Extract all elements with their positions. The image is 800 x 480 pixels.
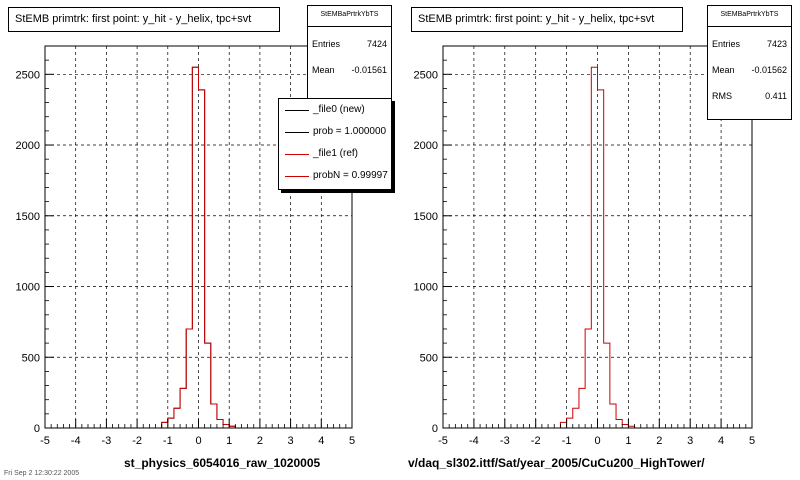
stats-left-entries-value: 7424 xyxy=(366,39,387,49)
plot-left-title: StEMB primtrk: first point: y_hit - y_he… xyxy=(8,7,280,32)
stats-right-rms-row: RMS 0.411 xyxy=(708,91,791,101)
x-tick-label: 1 xyxy=(226,435,232,447)
stats-left-mean-value: -0.01561 xyxy=(351,65,387,75)
legend-entry-file0: _file0 (new) xyxy=(279,99,391,121)
plot-right-title-text: StEMB primtrk: first point: y_hit - y_he… xyxy=(418,13,655,25)
y-tick-label: 1000 xyxy=(16,282,40,294)
x-tick-label: 2 xyxy=(257,435,263,447)
y-tick-label: 1500 xyxy=(16,211,40,223)
y-tick-label: 2500 xyxy=(414,69,438,81)
histogram-series-1 xyxy=(45,66,352,429)
plot-right-xlabel: v/daq_sl302.ittf/Sat/year_2005/CuCu200_H… xyxy=(408,456,705,470)
x-tick-label: -2 xyxy=(132,435,142,447)
histogram-series-0 xyxy=(443,66,752,429)
plot-left: -5 -4 -3 -2 -1 0 1 2 3 4 5 0 500 1000 1500 2000 2500 xyxy=(16,45,355,447)
plot-right: -5 -4 -3 -2 -1 0 1 2 3 4 5 0 500 1000 1500 2000 2500 xyxy=(414,45,755,447)
y-tick-label: 2000 xyxy=(414,140,438,152)
legend-entry-file1: _file1 (ref) xyxy=(279,143,391,165)
x-tick-label: -1 xyxy=(562,435,572,447)
legend-label-file0: _file0 (new) xyxy=(313,104,365,115)
y-tick-label: 500 xyxy=(420,352,438,364)
x-tick-label: -3 xyxy=(102,435,112,447)
x-tick-label: 0 xyxy=(195,435,201,447)
legend-entry-prob: prob = 1.000000 xyxy=(279,121,391,143)
legend-left: _file0 (new) prob = 1.000000 _file1 (ref… xyxy=(278,98,392,190)
stats-left-entries-label: Entries xyxy=(312,39,341,49)
stats-left-mean-label: Mean xyxy=(312,65,335,75)
x-tick-label: 4 xyxy=(718,435,724,447)
y-tick-label: 2000 xyxy=(16,140,40,152)
legend-label-prob: prob = 1.000000 xyxy=(313,126,387,137)
y-tick-label: 2500 xyxy=(16,69,40,81)
x-tick-label: -2 xyxy=(531,435,541,447)
x-tick-label: 1 xyxy=(625,435,631,447)
stats-left-title: StEMBaPrtrkYbTS xyxy=(308,6,391,27)
x-tick-label: -5 xyxy=(438,435,448,447)
plot-left-xlabel: st_physics_6054016_raw_1020005 xyxy=(124,456,321,470)
x-tick-label: -4 xyxy=(71,435,81,447)
timestamp-footer: Fri Sep 2 12:30:22 2005 xyxy=(4,470,80,477)
stats-right-rms-label: RMS xyxy=(712,91,732,101)
stats-right-mean-label: Mean xyxy=(712,65,735,75)
legend-label-probn: probN = 0.99997 xyxy=(313,170,388,181)
x-tick-label: 5 xyxy=(749,435,755,447)
stats-right-mean-row: Mean -0.01562 xyxy=(708,65,791,75)
legend-label-file1: _file1 (ref) xyxy=(313,148,359,159)
stats-right-mean-value: -0.01562 xyxy=(751,65,787,75)
stats-right-title: StEMBaPrtrkYbTS xyxy=(708,6,791,27)
legend-swatch-prob xyxy=(285,132,309,133)
legend-swatch-file1 xyxy=(285,154,309,155)
stats-right-entries-label: Entries xyxy=(712,39,741,49)
stats-box-right: StEMBaPrtrkYbTS Entries 7423 Mean -0.015… xyxy=(707,5,792,120)
x-tick-label: 3 xyxy=(687,435,693,447)
y-tick-label: 500 xyxy=(22,352,40,364)
x-tick-label: 0 xyxy=(594,435,600,447)
stats-right-entries-value: 7423 xyxy=(766,39,787,49)
y-tick-label: 0 xyxy=(34,423,40,435)
legend-entry-probn: probN = 0.99997 xyxy=(279,165,391,187)
x-tick-label: -1 xyxy=(163,435,173,447)
x-tick-label: 4 xyxy=(318,435,324,447)
stats-left-mean-row: Mean -0.01561 xyxy=(308,65,391,75)
x-tick-label: 2 xyxy=(656,435,662,447)
stats-right-rms-value: 0.411 xyxy=(765,91,787,101)
x-tick-label: 3 xyxy=(288,435,294,447)
x-tick-label: -3 xyxy=(500,435,510,447)
y-tick-label: 0 xyxy=(432,423,438,435)
stats-box-left: StEMBaPrtrkYbTS Entries 7424 Mean -0.015… xyxy=(307,5,392,100)
plot-left-title-text: StEMB primtrk: first point: y_hit - y_he… xyxy=(15,13,252,25)
y-tick-label: 1500 xyxy=(414,211,438,223)
legend-swatch-probn xyxy=(285,176,309,177)
stats-left-entries-row: Entries 7424 xyxy=(308,39,391,49)
plot-right-title: StEMB primtrk: first point: y_hit - y_he… xyxy=(411,7,683,32)
x-tick-label: -5 xyxy=(40,435,50,447)
legend-swatch-file0 xyxy=(285,110,309,111)
x-tick-label: -4 xyxy=(469,435,479,447)
x-tick-label: 5 xyxy=(349,435,355,447)
y-tick-label: 1000 xyxy=(414,282,438,294)
stats-right-entries-row: Entries 7423 xyxy=(708,39,791,49)
